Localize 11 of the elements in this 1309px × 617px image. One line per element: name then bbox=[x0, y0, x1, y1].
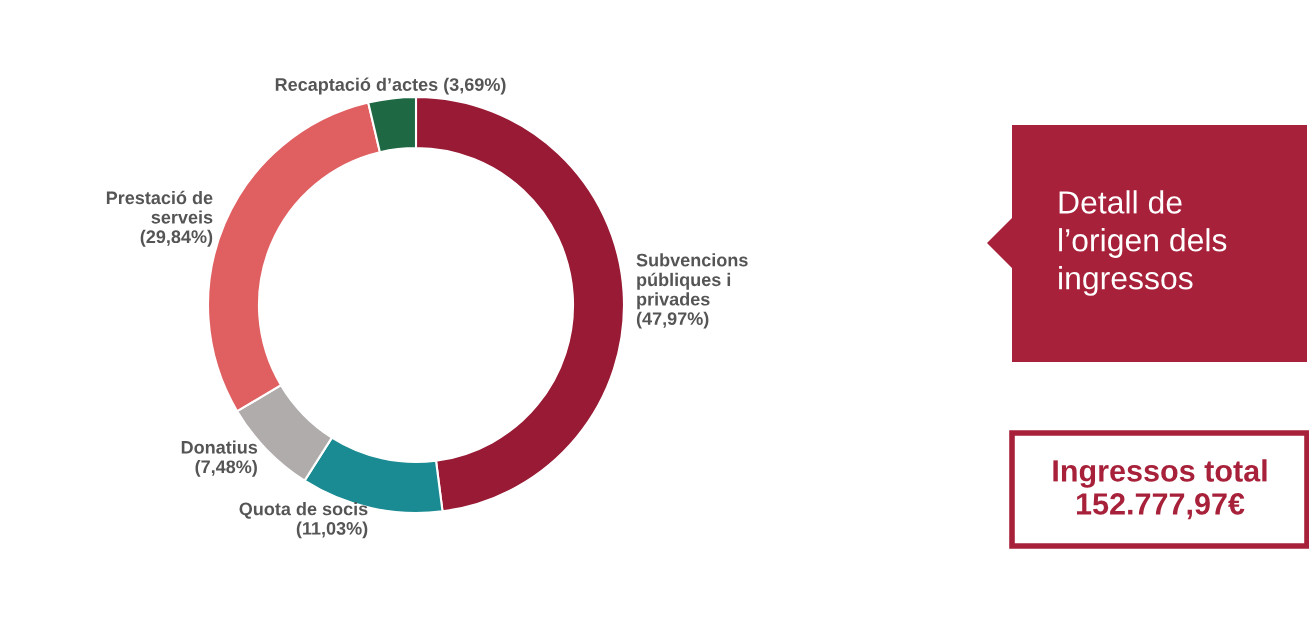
data-label: (47,97%) bbox=[636, 311, 709, 329]
slice-label: Recaptació d’actes (3,69%) bbox=[275, 77, 506, 95]
slice-label: Donatius bbox=[181, 440, 258, 454]
text: Ingressos total 152.777,97€ bbox=[1053, 459, 1267, 520]
slice-label: Subvencions públiques i privades bbox=[636, 253, 748, 310]
data-label: (11,03%) bbox=[296, 521, 368, 539]
data-label: (7,48%) bbox=[195, 459, 257, 477]
slice-label: Quota de socis bbox=[239, 502, 368, 519]
slice-label: Prestació de serveis bbox=[106, 190, 213, 224]
text: Detall de l’origen dels ingressos bbox=[1059, 190, 1227, 296]
data-label: (29,84%) bbox=[140, 229, 213, 247]
